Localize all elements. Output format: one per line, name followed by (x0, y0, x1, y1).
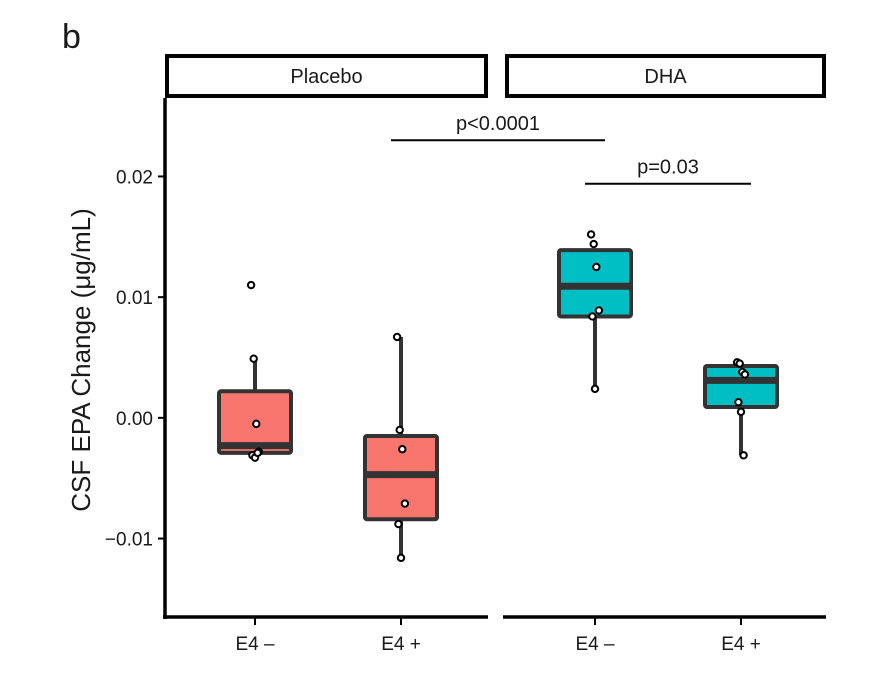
data-point (739, 451, 748, 460)
data-point (394, 519, 403, 529)
data-point (253, 448, 262, 458)
y-axis-label: CSF EPA Change (μg/mL) (66, 208, 96, 512)
x-tick-label: E4 + (381, 634, 421, 655)
data-point (592, 262, 601, 272)
data-point (589, 239, 598, 249)
data-point (249, 354, 258, 363)
annotation-0: p<0.0001 (391, 113, 605, 142)
data-point (398, 445, 407, 454)
panel-label: b (62, 18, 81, 56)
p-value-label: p=0.03 (637, 157, 699, 179)
data-point (246, 280, 256, 290)
data-point (395, 425, 404, 435)
data-point (594, 306, 604, 315)
group-1-0: E4 – (557, 230, 633, 655)
data-point (400, 499, 410, 508)
y-axis: 0.02 0.01 0.00 −0.01 (105, 167, 165, 551)
facet-strip (165, 54, 488, 98)
annotation-1: p=0.03 (585, 157, 751, 185)
x-tick-label: E4 – (575, 634, 615, 655)
y-tick-label: 0.00 (116, 409, 153, 430)
p-value-label: p<0.0001 (456, 113, 540, 135)
data-point (590, 384, 600, 394)
group-1-1: E4 + (703, 358, 779, 655)
data-point (392, 332, 402, 342)
y-tick-label: −0.01 (105, 530, 153, 551)
facet-label: Placebo (290, 66, 362, 88)
facets: Placebo E4 – E4 + DHA E4 – E4 + (163, 54, 826, 655)
data-point (740, 370, 750, 379)
data-point (588, 312, 597, 321)
facet-label: DHA (644, 66, 687, 88)
facet-0: Placebo E4 – E4 + (163, 54, 488, 655)
data-point (736, 407, 746, 417)
data-point (734, 397, 743, 407)
group-0-1: E4 + (363, 332, 439, 655)
facet-strip (505, 54, 826, 98)
data-point (735, 359, 744, 368)
data-point (396, 553, 406, 563)
y-tick-label: 0.01 (116, 288, 153, 309)
data-point (586, 230, 596, 239)
significance-annotations: p<0.0001 p=0.03 (391, 113, 751, 185)
facet-1: DHA E4 – E4 + (503, 54, 826, 655)
x-tick-label: E4 – (235, 634, 275, 655)
x-tick-label: E4 + (721, 634, 761, 655)
group-0-0: E4 – (217, 280, 293, 655)
y-tick-label: 0.02 (116, 167, 153, 188)
data-point (252, 419, 261, 429)
